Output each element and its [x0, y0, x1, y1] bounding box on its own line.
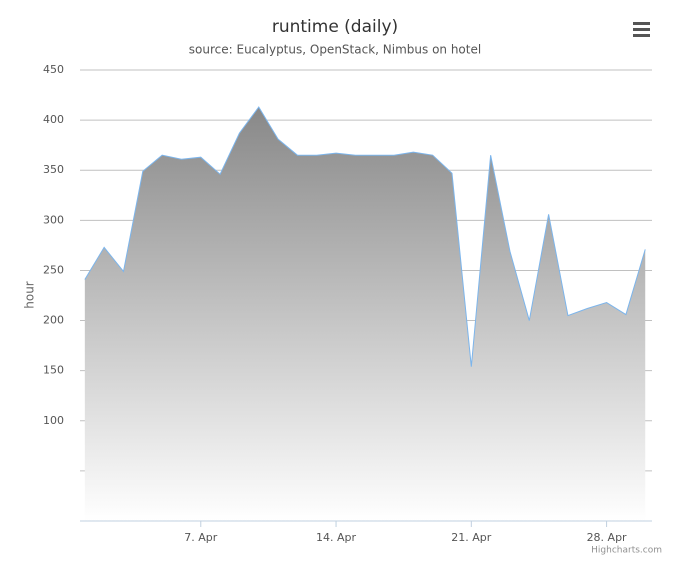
chart-title: runtime (daily)	[272, 17, 398, 37]
menu-button[interactable]	[630, 15, 654, 39]
y-axis-label: hour	[23, 281, 37, 309]
y-tick-label: 100	[43, 414, 64, 427]
x-tick-label: 14. Apr	[316, 531, 356, 544]
x-tick-label: 7. Apr	[184, 531, 217, 544]
y-tick-label: 200	[43, 314, 64, 327]
area-fill	[84, 107, 646, 522]
y-tick-label: 350	[43, 163, 64, 176]
y-tick-label: 250	[43, 263, 64, 276]
y-tick-label: 400	[43, 113, 64, 126]
y-tick-label: 150	[43, 364, 64, 377]
y-tick-label: 300	[43, 213, 64, 226]
area-line	[84, 106, 646, 367]
x-tick-label: 28. Apr	[587, 531, 627, 544]
credits: Highcharts.com	[591, 546, 662, 556]
y-tick-label: 450	[43, 63, 64, 76]
x-tick-label: 21. Apr	[451, 531, 491, 544]
chart-subtitle: source: Eucalyptus, OpenStack, Nimbus on…	[189, 43, 481, 57]
